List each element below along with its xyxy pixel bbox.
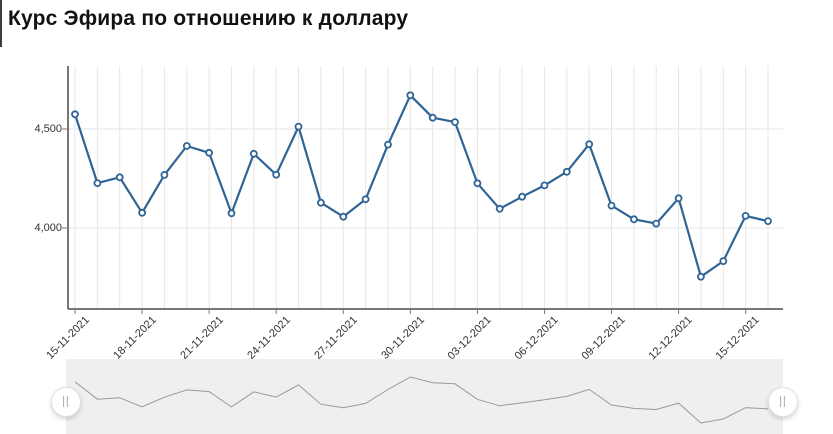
data-point-marker[interactable] <box>697 272 705 281</box>
data-point-marker[interactable] <box>764 217 772 226</box>
data-point-marker[interactable] <box>473 179 482 188</box>
data-point-marker[interactable] <box>182 142 191 150</box>
axes <box>62 66 783 314</box>
data-point-marker[interactable] <box>272 170 281 179</box>
data-point-marker[interactable] <box>540 181 549 190</box>
price-line <box>73 94 770 278</box>
data-point-marker[interactable] <box>428 113 437 122</box>
navigator-left-handle[interactable]: || <box>51 387 81 417</box>
navigator-track[interactable] <box>66 359 783 434</box>
navigator-line <box>74 376 769 424</box>
navigator-series <box>74 376 769 424</box>
data-point-marker[interactable] <box>316 198 325 207</box>
price-line-series[interactable] <box>71 91 772 281</box>
data-point-marker[interactable] <box>339 212 348 221</box>
data-point-marker[interactable] <box>71 110 79 119</box>
data-point-marker[interactable] <box>361 195 370 204</box>
drag-handle-icon: || <box>779 394 787 408</box>
data-point-marker[interactable] <box>630 215 638 224</box>
data-point-marker[interactable] <box>607 201 616 210</box>
data-point-marker[interactable] <box>518 192 526 201</box>
drag-handle-icon: || <box>62 394 70 408</box>
left-edge-line <box>0 0 2 47</box>
data-point-marker[interactable] <box>719 257 728 266</box>
gridlines <box>68 66 783 309</box>
y-axis-label: 4,000 <box>34 222 62 234</box>
data-point-marker[interactable] <box>93 179 102 188</box>
data-point-marker[interactable] <box>138 208 147 217</box>
chart-title: Курс Эфира по отношению к доллару <box>8 7 409 30</box>
data-point-marker[interactable] <box>160 170 169 179</box>
data-point-marker[interactable] <box>294 122 303 131</box>
navigator-background[interactable] <box>66 359 783 434</box>
data-point-marker[interactable] <box>249 149 258 158</box>
data-point-marker[interactable] <box>406 91 415 100</box>
data-point-marker[interactable] <box>451 118 459 126</box>
navigator-right-handle[interactable]: || <box>768 387 798 417</box>
data-point-marker[interactable] <box>205 148 214 157</box>
data-point-marker[interactable] <box>495 204 504 213</box>
data-point-marker[interactable] <box>227 209 236 218</box>
data-point-marker[interactable] <box>562 167 571 176</box>
data-point-marker[interactable] <box>384 140 392 149</box>
data-point-marker[interactable] <box>741 211 750 220</box>
data-point-marker[interactable] <box>585 140 594 149</box>
data-point-marker[interactable] <box>652 219 661 228</box>
y-axis-label: 4,500 <box>34 123 62 135</box>
data-point-marker[interactable] <box>674 194 683 203</box>
data-point-marker[interactable] <box>115 173 124 182</box>
